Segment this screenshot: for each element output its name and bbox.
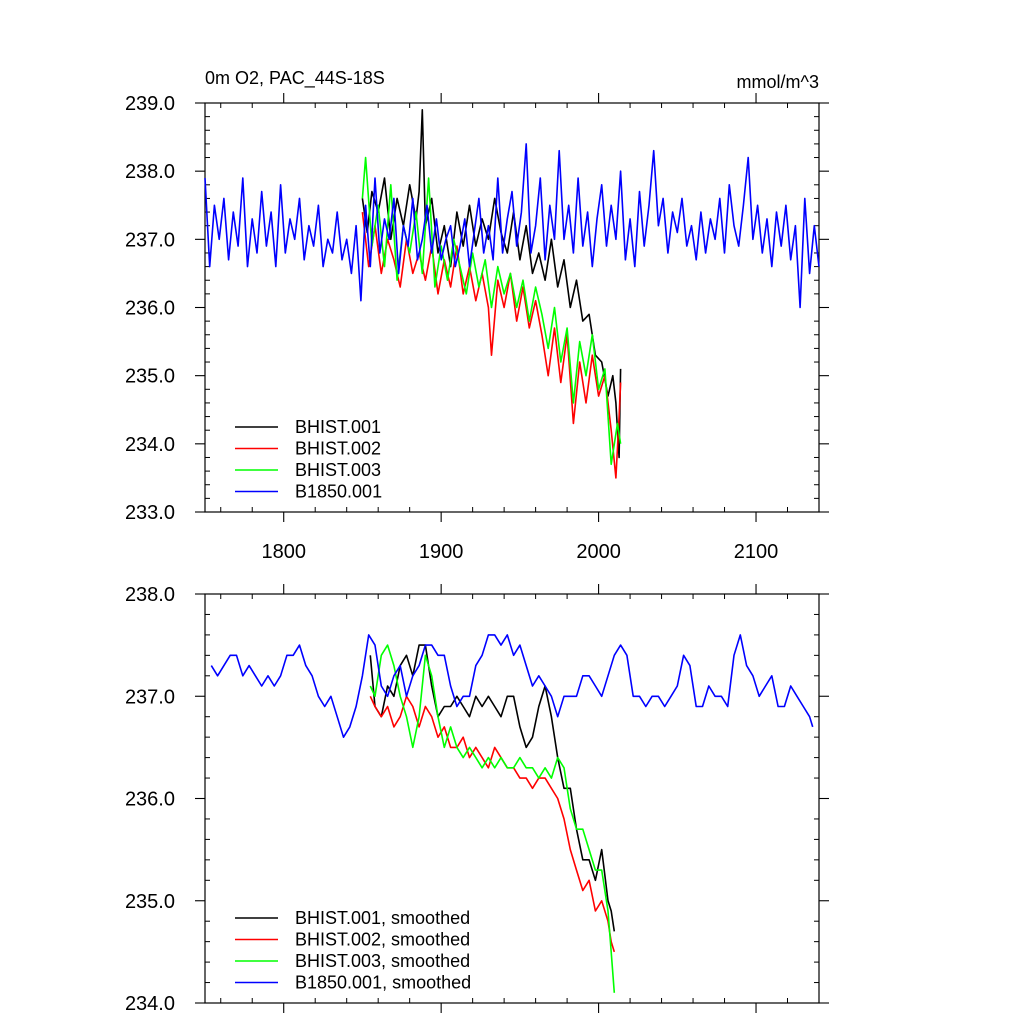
top-chart-title: 0m O2, PAC_44S-18S xyxy=(205,68,385,89)
series-line-bhist-003-smoothed xyxy=(369,644,616,993)
legend-label: BHIST.002 xyxy=(295,439,381,459)
legend-label: BHIST.002, smoothed xyxy=(295,930,470,950)
top-chart-units: mmol/m^3 xyxy=(737,72,819,92)
y-tick-label: 234.0 xyxy=(125,434,175,456)
x-tick-label: 2000 xyxy=(576,541,621,563)
series-line-bhist-001 xyxy=(361,109,622,459)
series-line-bhist-001-smoothed xyxy=(369,644,616,932)
series-line-b1850-001 xyxy=(204,143,820,309)
y-tick-label: 234.0 xyxy=(125,993,175,1015)
legend-label: B1850.001, smoothed xyxy=(295,973,471,993)
top-ticks xyxy=(195,93,829,522)
y-tick-label: 235.0 xyxy=(125,366,175,388)
y-tick-label: 237.0 xyxy=(125,229,175,251)
top-series-group xyxy=(204,109,820,479)
x-tick-label: 1900 xyxy=(419,541,464,563)
y-tick-label: 236.0 xyxy=(125,789,175,811)
y-tick-label: 237.0 xyxy=(125,686,175,708)
y-tick-label: 239.0 xyxy=(125,93,175,115)
y-tick-label: 238.0 xyxy=(125,584,175,606)
legend-label: BHIST.003, smoothed xyxy=(295,951,470,971)
y-tick-label: 236.0 xyxy=(125,298,175,320)
bottom-chart-panel: 234.0 235.0 236.0 237.0 238.0 BHIST.001, smo… xyxy=(125,584,829,1015)
legend-label: B1850.001 xyxy=(295,482,382,502)
legend-label: BHIST.001, smoothed xyxy=(295,908,470,928)
legend-label: BHIST.003 xyxy=(295,460,381,480)
bottom-tick-labels: 234.0 235.0 236.0 237.0 238.0 xyxy=(125,584,175,1015)
y-tick-label: 238.0 xyxy=(125,161,175,183)
y-tick-label: 233.0 xyxy=(125,502,175,524)
bottom-ticks xyxy=(195,584,829,1013)
bottom-series-group xyxy=(210,634,814,993)
x-tick-label: 1800 xyxy=(261,541,306,563)
x-tick-label: 2100 xyxy=(734,541,779,563)
top-tick-labels: 233.0 234.0 235.0 236.0 237.0 238.0 239.0 1800 1… xyxy=(125,93,778,563)
legend-label: BHIST.001 xyxy=(295,417,381,437)
top-chart-panel: 233.0 234.0 235.0 236.0 237.0 238.0 239.0 1800 1… xyxy=(125,68,829,563)
series-line-b1850-001-smoothed xyxy=(210,634,814,739)
series-line-bhist-002-smoothed xyxy=(369,695,616,953)
y-tick-label: 235.0 xyxy=(125,891,175,913)
